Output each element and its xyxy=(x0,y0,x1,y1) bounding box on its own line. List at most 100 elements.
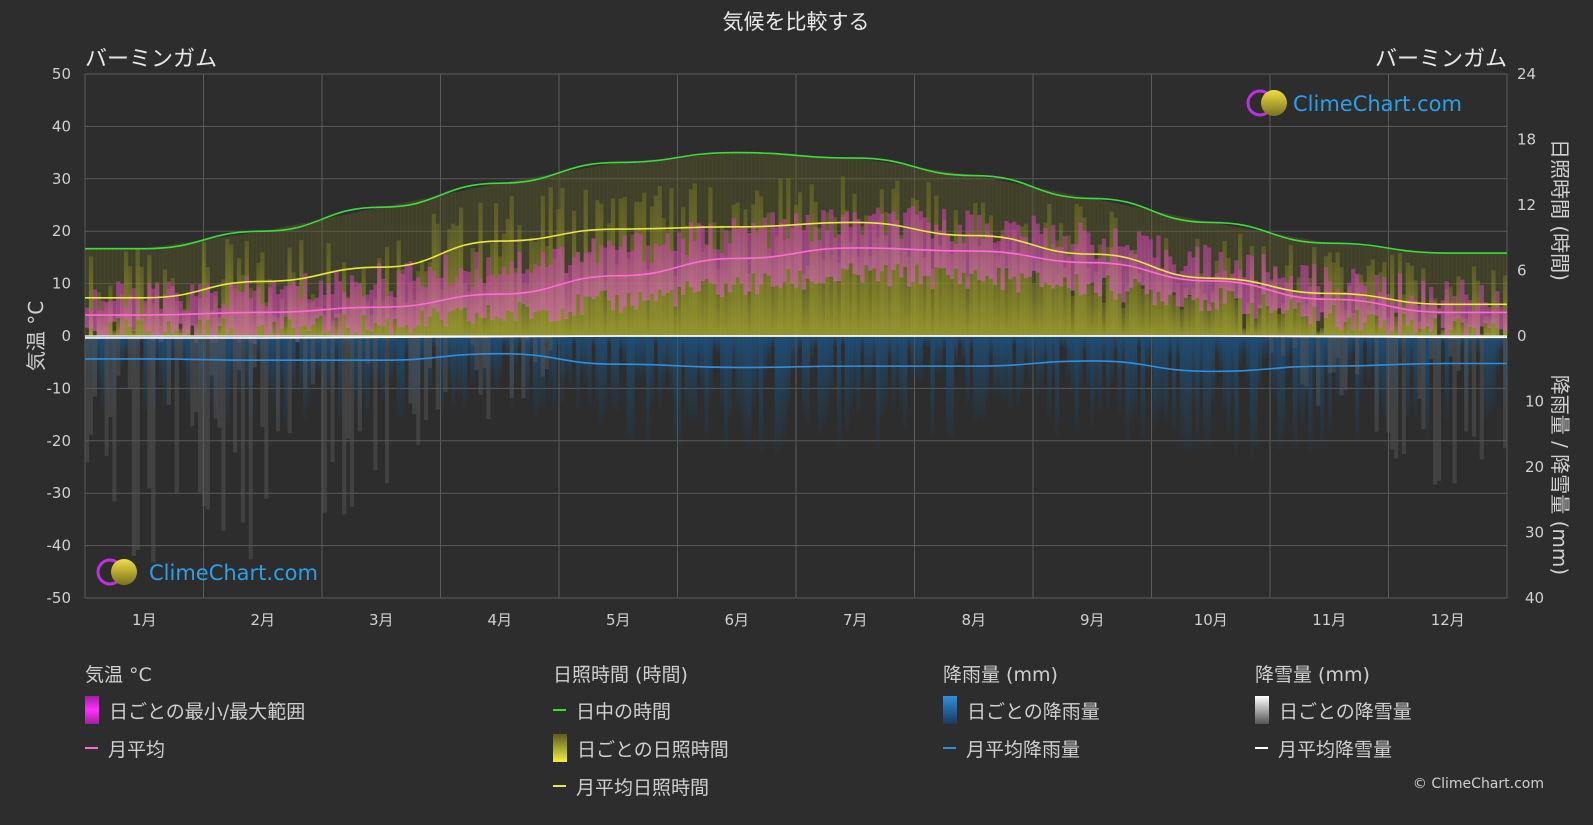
rain-day-bar xyxy=(836,336,842,446)
temp-range-day-bar xyxy=(1058,246,1064,287)
temp-range-day-bar xyxy=(1249,256,1255,303)
temp-range-day-bar xyxy=(1035,223,1040,273)
rain-day-bar xyxy=(256,336,261,359)
daylight-day-bar xyxy=(439,194,444,336)
temp-range-day-bar xyxy=(478,279,483,318)
temp-range-day-bar xyxy=(634,232,639,310)
temp-range-day-bar xyxy=(533,264,538,312)
snow-day-bar xyxy=(365,336,370,364)
rain-day-bar xyxy=(1152,336,1157,428)
rain-day-bar xyxy=(1086,336,1091,392)
sunshine-day-bar xyxy=(1140,288,1145,336)
temp-range-day-bar xyxy=(264,305,269,335)
rain-day-bar xyxy=(1319,336,1325,444)
rain-day-bar xyxy=(852,336,857,394)
sun-tick-label: 0 xyxy=(1517,327,1527,345)
sunshine-day-bar xyxy=(1436,334,1442,336)
temp-range-day-bar xyxy=(1429,286,1434,332)
rain-day-bar xyxy=(533,336,538,415)
temp-range-day-bar xyxy=(610,245,616,311)
temp-range-day-bar xyxy=(723,230,729,284)
temp-range-day-bar xyxy=(1086,232,1091,285)
snow-day-bar xyxy=(349,336,355,507)
rain-day-bar xyxy=(229,336,234,394)
temp-range-day-bar xyxy=(1343,291,1348,323)
temp-range-day-bar xyxy=(322,295,327,334)
daylight-day-bar xyxy=(673,157,678,336)
rain-day-bar xyxy=(462,336,468,410)
sunshine-day-bar xyxy=(1031,283,1036,336)
temp-range-day-bar xyxy=(1503,310,1508,331)
sunshine-day-bar xyxy=(1257,304,1262,336)
rain-day-bar xyxy=(774,336,779,453)
rain-day-bar xyxy=(1277,336,1282,451)
rain-day-bar xyxy=(1074,336,1079,432)
sunshine-day-bar xyxy=(548,187,553,336)
temp-range-day-bar xyxy=(116,281,121,319)
rain-day-bar xyxy=(848,336,853,408)
sunshine-day-bar xyxy=(930,268,935,336)
rain-day-bar xyxy=(338,336,343,417)
sunshine-day-bar xyxy=(1187,296,1192,336)
temp-range-day-bar xyxy=(1273,267,1278,311)
rain-day-bar xyxy=(1378,336,1383,403)
sunshine-day-bar xyxy=(1460,316,1465,336)
temp-range-day-bar xyxy=(1101,238,1107,278)
temp-tick-label: -20 xyxy=(47,432,72,450)
daylight-day-bar xyxy=(482,186,487,336)
daylight-day-bar xyxy=(85,248,90,336)
rain-day-bar xyxy=(369,336,374,382)
temp-range-day-bar xyxy=(852,212,857,275)
sunshine-day-bar xyxy=(1144,261,1149,336)
sunshine-day-bar xyxy=(299,240,304,336)
sunshine-day-bar xyxy=(1230,274,1235,336)
temp-range-day-bar xyxy=(1043,227,1048,283)
temp-range-day-bar xyxy=(194,296,199,343)
sunshine-day-bar xyxy=(1012,229,1017,336)
sunshine-day-bar xyxy=(1129,250,1134,336)
rain-day-bar xyxy=(618,336,623,351)
temp-range-day-bar xyxy=(630,250,635,306)
temp-range-day-bar xyxy=(1355,273,1360,310)
rain-day-bar xyxy=(353,336,359,402)
temp-range-day-bar xyxy=(1487,306,1492,328)
sunshine-day-bar xyxy=(1008,250,1013,336)
rain-day-bar xyxy=(607,336,612,346)
rain-day-bar xyxy=(790,336,795,371)
temp-range-day-bar xyxy=(540,252,546,310)
daylight-day-bar xyxy=(186,242,191,336)
daylight-day-bar xyxy=(330,217,335,336)
temp-range-day-bar xyxy=(1261,254,1266,295)
legend-swatch-line xyxy=(1255,747,1268,749)
temp-range-day-bar xyxy=(92,289,97,332)
temp-range-day-bar xyxy=(782,219,787,283)
daylight-day-bar xyxy=(1386,248,1391,336)
temp-range-day-bar xyxy=(992,242,997,286)
legend-group: 日照時間 (時間) 日中の時間 日ごとの日照時間 月平均日照時間 xyxy=(553,660,729,812)
temp-range-day-bar xyxy=(642,261,647,301)
temp-range-day-bar xyxy=(945,235,951,275)
rain-day-bar xyxy=(614,336,620,411)
rain-day-bar xyxy=(404,336,409,354)
temp-range-day-bar xyxy=(1444,281,1449,337)
temp-range-day-bar xyxy=(388,291,394,335)
rain-day-bar xyxy=(431,336,436,348)
temp-range-day-bar xyxy=(1284,282,1290,311)
temp-range-day-bar xyxy=(977,215,982,280)
rain-day-bar xyxy=(957,336,962,346)
temp-range-day-bar xyxy=(708,223,713,283)
temp-range-day-bar xyxy=(486,257,491,306)
sunshine-day-bar xyxy=(782,240,787,336)
month-tick-label: 4月 xyxy=(487,611,512,629)
temp-range-day-bar xyxy=(1094,258,1099,294)
rain-day-bar xyxy=(899,336,904,410)
rain-day-bar xyxy=(1257,336,1262,392)
temp-range-day-bar xyxy=(279,289,284,329)
chart-title: 気候を比較する xyxy=(723,10,870,34)
temp-range-day-bar xyxy=(170,286,175,334)
rain-day-bar xyxy=(225,336,230,426)
sun-tick-label: 6 xyxy=(1517,262,1527,280)
temp-range-day-bar xyxy=(887,213,892,287)
daylight-day-bar xyxy=(307,221,312,336)
